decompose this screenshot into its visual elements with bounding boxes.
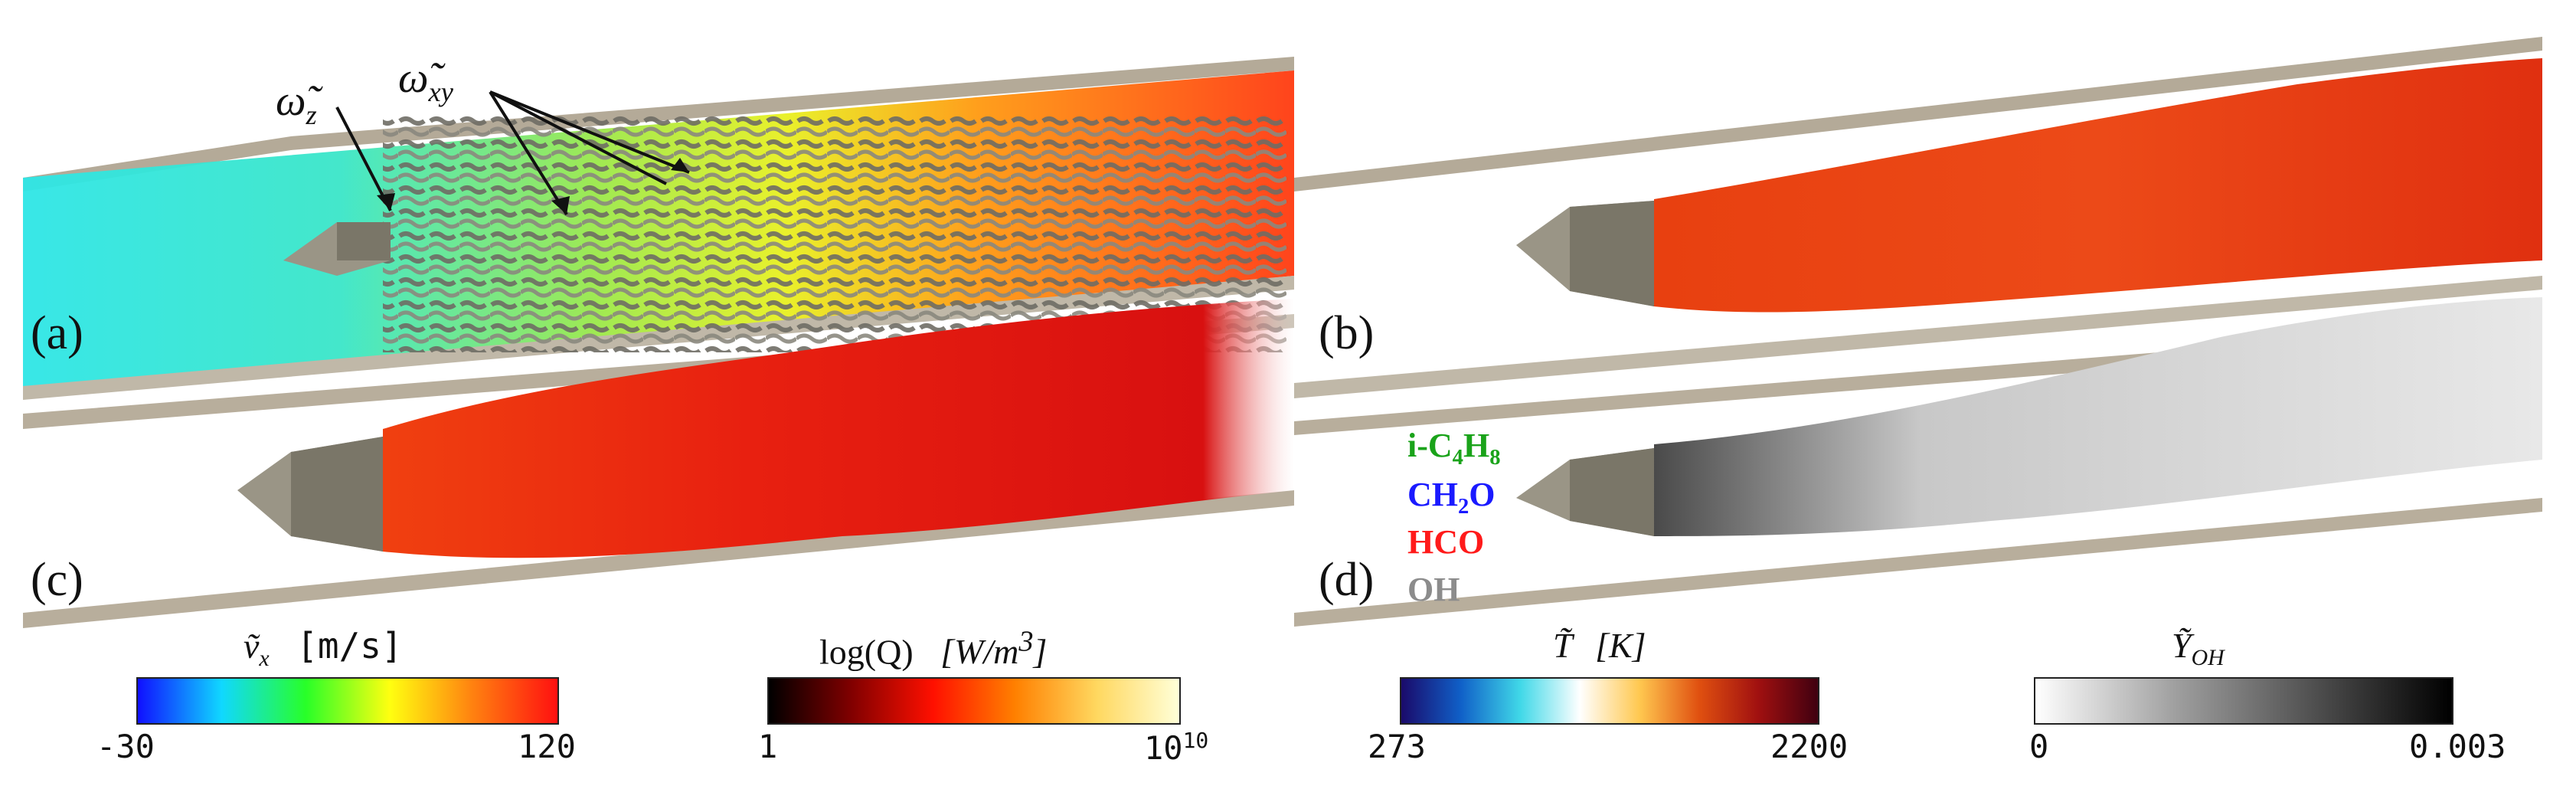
colorbar-vx-title: ṽx [m/s] [244, 625, 403, 672]
species-label-ic4h8: i-C4H8 [1407, 427, 1501, 470]
colorbar-vx-max: 120 [518, 728, 576, 765]
colorbar-t [1400, 677, 1819, 725]
colorbar-t-min: 273 [1368, 728, 1426, 765]
panel-label-a: (a) [31, 307, 83, 359]
colorbar-logq [767, 677, 1181, 725]
colorbar-vx-min: -30 [96, 728, 155, 765]
colorbar-yoh [2034, 677, 2453, 725]
annotation-omega-z: ω̃z [276, 77, 317, 131]
annotation-arrowheads [377, 158, 689, 214]
colorbar-logq-min: 1 [758, 728, 778, 765]
panel-b-channel [1294, 37, 2542, 398]
annotation-arrows [335, 90, 690, 216]
panel-label-d: (d) [1319, 554, 1375, 606]
annotation-omega-xy: ω̃xy [398, 54, 453, 108]
colorbar-logq-title: log(Q) [W/m3] [819, 626, 1048, 672]
colorbar-logq-max: 1010 [1144, 728, 1209, 767]
panel-label-b: (b) [1319, 307, 1375, 359]
colorbar-t-title: T̃ [K] [1553, 626, 1646, 665]
colorbar-yoh-min: 0 [2029, 728, 2049, 765]
colorbar-yoh-title: ỸOH [2172, 626, 2225, 671]
panel-c-channel [23, 299, 1294, 628]
colorbar-t-max: 2200 [1770, 728, 1849, 765]
colorbar-yoh-max: 0.003 [2409, 728, 2506, 765]
colorbar-vx [136, 677, 559, 725]
panel-label-c: (c) [31, 554, 83, 606]
panel-d-channel [1294, 297, 2542, 627]
species-label-ch2o: CH2O [1407, 476, 1496, 519]
species-label-hco: HCO [1407, 523, 1485, 561]
species-label-oh: OH [1407, 571, 1460, 608]
